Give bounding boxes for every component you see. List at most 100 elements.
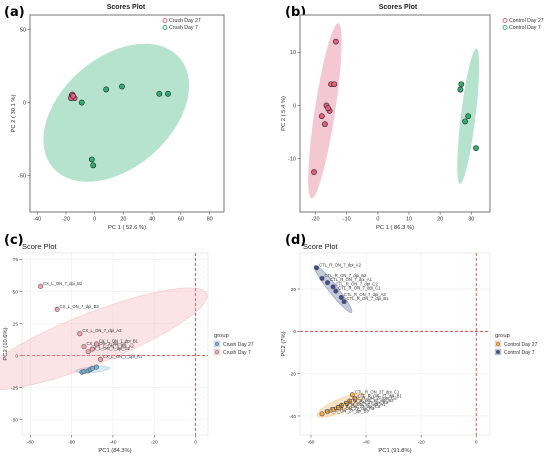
point-label: CTL_R_ON_27_dpi_A2: [344, 400, 389, 405]
y-axis-label: PC 2 ( 30.1 %): [11, 94, 17, 132]
plot-frame: [299, 14, 491, 213]
legend: group Control Day 27 Control Day 7: [494, 333, 538, 356]
y-tick-label: -10: [288, 157, 296, 163]
legend-marker: [214, 342, 219, 347]
x-axis-label: PC1 (84.3%): [98, 448, 131, 454]
data-point: [38, 283, 44, 289]
point-label: CTL_R_ON_27_dpi_C3: [336, 404, 381, 409]
data-point: [311, 169, 317, 175]
data-point: [77, 331, 83, 337]
panel-letter-c: (c): [4, 233, 24, 248]
x-tick-label: 10: [406, 217, 412, 223]
point-label: CTL_R_ON_27_dpi_B2: [349, 398, 394, 403]
x-tick-label: -20: [418, 440, 425, 446]
x-tick-label: 20: [120, 217, 126, 223]
data-point: [325, 105, 331, 112]
panel-letter-d: (d): [285, 233, 306, 248]
point-label: CTL_R_ON_7_dpi_A2: [319, 262, 362, 267]
y-axis-label: PC2 (7%): [281, 331, 287, 356]
data-point: [98, 356, 104, 362]
y-axis-label: PC 2 ( 5.4 %): [281, 96, 287, 131]
x-axis-label: PC 1 ( 52.6 %): [108, 225, 146, 231]
x-tick-label: -10: [343, 217, 351, 223]
x-tick-label: -60: [308, 440, 315, 446]
data-point: [349, 392, 355, 398]
x-tick-label: 80: [207, 217, 213, 223]
point-label: CTL_R_ON_27_dpi_B3: [325, 408, 370, 413]
data-point: [462, 118, 468, 125]
x-axis-label: PC1 (91.8%): [378, 448, 411, 454]
chart-panel-0: -40 -20 0 20 40 60 80 -50 0 50 Scores Plot PC 1 ( 5…: [11, 4, 225, 231]
data-point: [85, 349, 91, 355]
point-label: CX_L_ON_7_dpi_B2: [43, 281, 83, 286]
x-tick-label: 0: [194, 440, 197, 446]
point-label: CX_L_ON_7_dpi_B1: [99, 339, 139, 344]
y-tick-label: 50: [20, 27, 26, 33]
data-point: [319, 275, 325, 281]
data-point: [81, 369, 87, 375]
x-axis-label: PC 1 ( 86.3 %): [376, 225, 414, 231]
chart-title: Scores Plot: [379, 4, 418, 11]
point-label: CX_L_ON_7_dpi_A2: [95, 344, 135, 349]
x-tick-label: -60: [68, 440, 75, 446]
legend-label: Crush Day 7: [223, 350, 251, 356]
data-point: [325, 280, 331, 286]
data-point: [333, 288, 339, 294]
data-point: [78, 99, 85, 106]
x-tick-label: -20: [312, 217, 320, 223]
data-point: [319, 411, 325, 417]
panel-letter-a: (a): [4, 5, 25, 20]
legend-label: Control Day 7: [504, 350, 535, 356]
legend-label: Control Day 27: [509, 18, 544, 24]
data-point: [322, 121, 328, 128]
legend-marker: [162, 25, 168, 30]
legend: group Crush Day 27 Crush Day 7: [213, 333, 254, 356]
data-point: [332, 38, 339, 45]
y-tick-label: -20: [289, 371, 296, 377]
x-tick-label: 0: [475, 440, 478, 446]
legend-marker: [502, 25, 508, 30]
point-label: CTL_R_ON_7_dpi_C2: [336, 281, 379, 286]
legend-marker: [502, 18, 508, 23]
y-tick-label: -50: [18, 173, 26, 179]
data-point: [457, 86, 464, 93]
point-label: CTL_R_ON_27_dpi_A1: [341, 402, 386, 407]
x-tick-label: -20: [62, 217, 70, 223]
point-label: CTL_R_ON_7_dpi_C1: [338, 286, 381, 291]
x-tick-label: 40: [149, 217, 155, 223]
legend-marker: [214, 350, 219, 355]
data-point: [331, 81, 338, 88]
plot-frame: [299, 252, 491, 436]
data-point: [314, 265, 320, 271]
y-tick-label: -25: [11, 385, 18, 391]
plot-frame: [21, 252, 209, 436]
x-tick-label: 30: [468, 217, 474, 223]
data-point: [54, 306, 60, 312]
legend-label: Control Day 27: [504, 342, 538, 348]
legend-marker: [496, 350, 501, 355]
legend-marker: [162, 18, 168, 23]
data-point: [338, 294, 344, 300]
y-tick-label: 0: [23, 100, 26, 106]
point-label: CX_L_ON_7_dpi_C2: [91, 346, 131, 351]
data-point: [103, 86, 110, 93]
y-tick-label: 10: [290, 50, 296, 56]
data-point: [458, 81, 465, 88]
y-tick-label: 25: [13, 321, 19, 327]
x-tick-label: 20: [437, 217, 443, 223]
data-point: [93, 364, 99, 370]
data-point: [93, 341, 99, 347]
data-point: [336, 404, 342, 410]
data-point: [165, 90, 171, 97]
x-tick-label: 0: [93, 217, 96, 223]
point-label: CX_L_ON_7_dpi_B3: [60, 304, 100, 309]
data-point: [318, 113, 325, 120]
y-tick-label: 0: [15, 353, 18, 359]
y-tick-label: 20: [291, 287, 297, 293]
data-point: [89, 365, 95, 371]
chart-title: Score Plot: [303, 242, 339, 251]
data-point: [352, 396, 358, 402]
